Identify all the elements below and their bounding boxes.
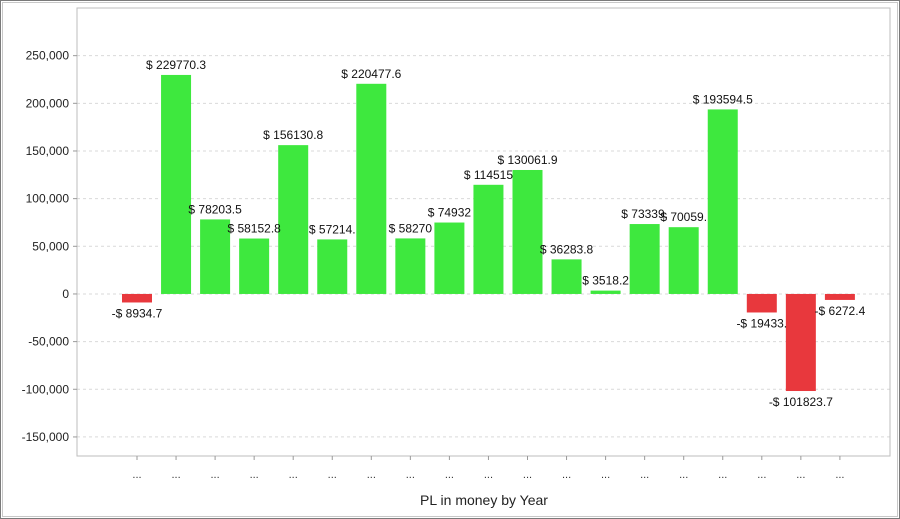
x-tick-label: ... <box>328 469 337 481</box>
y-tick-label: -150,000 <box>22 430 70 444</box>
y-tick-label: -50,000 <box>28 335 69 349</box>
bar <box>434 222 465 294</box>
y-tick-label: 250,000 <box>26 49 70 63</box>
bar <box>746 293 777 313</box>
data-label: $ 156130.8 <box>263 128 323 142</box>
data-label: $ 70059. <box>660 210 707 224</box>
data-label: $ 74932 <box>428 206 472 220</box>
data-label: $ 36283.8 <box>540 242 594 256</box>
data-label: $ 3518.2 <box>582 274 629 288</box>
bar <box>785 293 816 392</box>
y-tick-label: 0 <box>62 287 69 301</box>
x-axis-label: PL in money by Year <box>420 492 548 508</box>
bar <box>668 227 699 294</box>
bar <box>122 293 152 303</box>
x-tick-label: ... <box>601 469 610 481</box>
y-tick-label: 150,000 <box>26 144 70 158</box>
data-label: $ 78203.5 <box>188 202 242 216</box>
x-tick-label: ... <box>718 469 727 481</box>
data-label: $ 193594.5 <box>693 92 753 106</box>
data-labels: -$ 8934.7 $ 229770.3 $ 78203.5 $ 58152.8 $ 1… <box>112 58 866 409</box>
data-label: $ 220477.6 <box>341 67 401 81</box>
y-axis-ticks: -150,000 -100,000 -50,000 0 50,000 100,000 150… <box>22 49 77 444</box>
x-tick-label: ... <box>211 469 220 481</box>
bar <box>317 239 348 294</box>
x-tick-label: ... <box>757 469 766 481</box>
data-label: -$ 19433. <box>736 316 787 330</box>
x-tick-label: ... <box>445 469 454 481</box>
plot-area <box>76 7 891 457</box>
data-label: -$ 6272.4 <box>815 304 866 318</box>
data-label: $ 58270 <box>389 221 433 235</box>
bar <box>395 238 426 294</box>
y-tick-label: 100,000 <box>26 192 70 206</box>
bar <box>512 169 543 294</box>
x-tick-label: ... <box>679 469 688 481</box>
x-tick-label: ... <box>367 469 376 481</box>
data-label: -$ 8934.7 <box>112 306 163 320</box>
data-label: $ 114515 <box>464 168 513 182</box>
x-tick-label: ... <box>406 469 415 481</box>
x-tick-label: ... <box>171 469 180 481</box>
x-tick-label: ... <box>835 469 844 481</box>
x-tick-label: ... <box>250 469 259 481</box>
x-tick-label: ... <box>484 469 493 481</box>
x-tick-label: ... <box>640 469 649 481</box>
x-tick-label: ... <box>562 469 571 481</box>
data-label: $ 57214. <box>309 222 356 236</box>
bar <box>161 74 192 294</box>
bar <box>707 109 738 294</box>
x-tick-label: ... <box>796 469 805 481</box>
x-tick-label: ... <box>523 469 532 481</box>
bar <box>629 224 660 294</box>
data-label: $ 58152.8 <box>227 222 281 236</box>
y-tick-label: 200,000 <box>26 96 70 110</box>
data-label: $ 73339. <box>621 207 668 221</box>
bars <box>122 74 855 392</box>
x-tick-label: ... <box>289 469 298 481</box>
bar <box>356 83 387 294</box>
bar <box>239 238 270 294</box>
x-tick-label: ... <box>132 469 141 481</box>
bar <box>473 184 504 294</box>
bar <box>590 290 621 294</box>
axes <box>76 7 891 457</box>
data-label: $ 130061.9 <box>497 153 557 167</box>
bar <box>551 259 582 294</box>
bar <box>278 145 309 294</box>
bar <box>200 219 231 294</box>
bar <box>824 293 855 300</box>
data-label: $ 229770.3 <box>146 58 206 72</box>
x-axis-ticks: ........................................… <box>132 456 844 481</box>
data-label: -$ 101823.7 <box>769 395 833 409</box>
y-tick-label: 50,000 <box>32 239 69 253</box>
y-tick-label: -100,000 <box>22 382 70 396</box>
